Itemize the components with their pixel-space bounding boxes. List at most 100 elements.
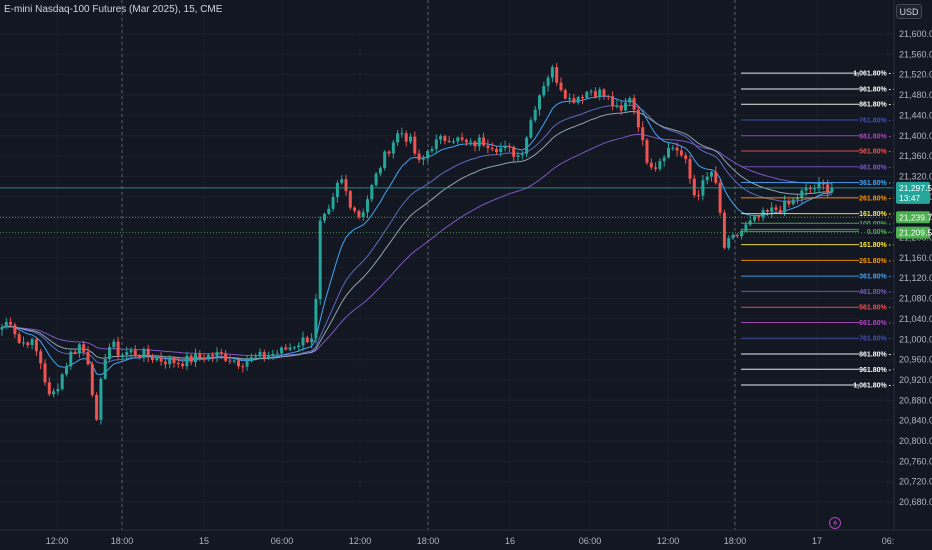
candle-body	[318, 220, 322, 300]
candle-body	[722, 212, 726, 248]
candle	[194, 348, 197, 368]
fib-level[interactable]: 861.80% -	[741, 349, 894, 359]
fib-label-bg	[859, 161, 893, 171]
candle	[378, 166, 382, 177]
candle	[361, 208, 365, 221]
candle	[297, 342, 301, 352]
currency-button[interactable]: USD	[896, 4, 922, 19]
candle-body	[774, 207, 778, 210]
candle-body	[168, 357, 172, 365]
fib-level[interactable]: 100.00% -	[741, 218, 894, 228]
fib-level[interactable]: 361.80% -	[741, 177, 894, 188]
candle-body	[9, 321, 13, 325]
fib-level[interactable]: 1,061.80% -	[741, 380, 894, 390]
candle-body	[172, 357, 176, 364]
candle-body	[262, 351, 266, 358]
candle	[735, 233, 739, 238]
fib-level[interactable]: 161.80% -	[741, 239, 894, 250]
candle	[443, 134, 447, 145]
candle	[215, 347, 219, 363]
candle	[778, 205, 782, 215]
fib-level[interactable]: 561.80% -	[741, 146, 894, 156]
candle	[202, 353, 206, 363]
candle	[426, 149, 430, 162]
candle-body	[116, 341, 120, 356]
price-axis[interactable]	[894, 0, 932, 550]
y-tick-label: 21,360.00	[899, 151, 932, 161]
fibonacci-levels[interactable]: 1,061.80% - 961.80% - 861.80% - 761.80% - 66…	[741, 68, 894, 390]
candle	[65, 362, 68, 377]
fib-label-bg	[859, 68, 893, 78]
candle-body	[305, 337, 309, 343]
fib-level[interactable]: 161.80% -	[741, 208, 894, 219]
candle	[417, 149, 421, 164]
chart-title: E-mini Nasdaq-100 Futures (Mar 2025), 15…	[4, 4, 223, 15]
y-tick-label: 20,720.00	[899, 477, 932, 487]
fib-level[interactable]: 761.80% -	[741, 114, 894, 125]
candle-body	[327, 208, 331, 214]
y-tick-label: 21,440.00	[899, 110, 932, 120]
fib-level[interactable]: 961.80% -	[741, 83, 894, 94]
fib-level[interactable]: 761.80% -	[741, 333, 894, 343]
candle	[662, 154, 666, 167]
fib-level[interactable]: 461.80% -	[741, 286, 894, 296]
time-axis[interactable]	[0, 530, 932, 550]
candle-body	[714, 172, 718, 183]
session-separators	[121, 0, 736, 530]
fib-level[interactable]: 661.80% -	[741, 130, 894, 141]
candle	[318, 216, 322, 305]
candle	[374, 172, 378, 187]
candle	[477, 134, 481, 151]
candle-body	[163, 361, 167, 365]
fib-level[interactable]: 961.80% -	[741, 364, 894, 374]
candle	[740, 228, 744, 240]
candle-body	[245, 361, 249, 367]
candle-body	[103, 359, 107, 379]
fib-level[interactable]: 561.80% -	[741, 302, 894, 312]
candle-body	[340, 179, 344, 183]
candle-body	[353, 207, 357, 211]
x-tick-label: 18:00	[111, 536, 134, 546]
candle-body	[108, 347, 111, 360]
candle-body	[138, 355, 142, 358]
candle-body	[641, 127, 645, 141]
fib-level[interactable]: 261.80% -	[741, 255, 894, 265]
fib-level[interactable]: 261.80% -	[741, 192, 894, 203]
candle-body	[443, 136, 447, 141]
candle-body	[17, 334, 21, 343]
candle	[267, 351, 271, 361]
candle-body	[525, 137, 529, 154]
candle	[697, 190, 701, 201]
y-tick-label: 20,800.00	[899, 436, 932, 446]
fib-level[interactable]: 861.80% -	[741, 99, 894, 109]
candle	[404, 130, 408, 147]
candle-body	[189, 355, 193, 363]
fib-level[interactable]: 661.80% -	[741, 317, 894, 327]
fib-level[interactable]: 1,061.80% -	[741, 68, 894, 78]
y-tick-label: 20,920.00	[899, 375, 932, 385]
candle-body	[249, 357, 253, 362]
candle	[254, 353, 258, 360]
candle	[383, 150, 387, 171]
candle-body	[280, 347, 283, 354]
candle	[185, 351, 189, 371]
candle	[344, 174, 348, 196]
candle	[667, 142, 670, 159]
fib-label-bg	[859, 208, 893, 218]
candle-body	[753, 216, 756, 221]
candle-body	[69, 351, 73, 367]
candle-body	[366, 199, 369, 213]
candle	[714, 166, 718, 185]
candle-body	[503, 146, 507, 149]
candle	[0, 323, 4, 336]
candle	[447, 136, 451, 143]
candle-body	[486, 145, 490, 149]
candle-body	[452, 141, 455, 143]
fib-level[interactable]: 461.80% -	[741, 161, 894, 172]
candle-body	[520, 153, 524, 156]
candle-body	[383, 151, 387, 169]
lightning-icon[interactable]	[829, 517, 841, 529]
candle	[559, 77, 563, 92]
fib-level[interactable]: 361.80% -	[741, 271, 894, 281]
